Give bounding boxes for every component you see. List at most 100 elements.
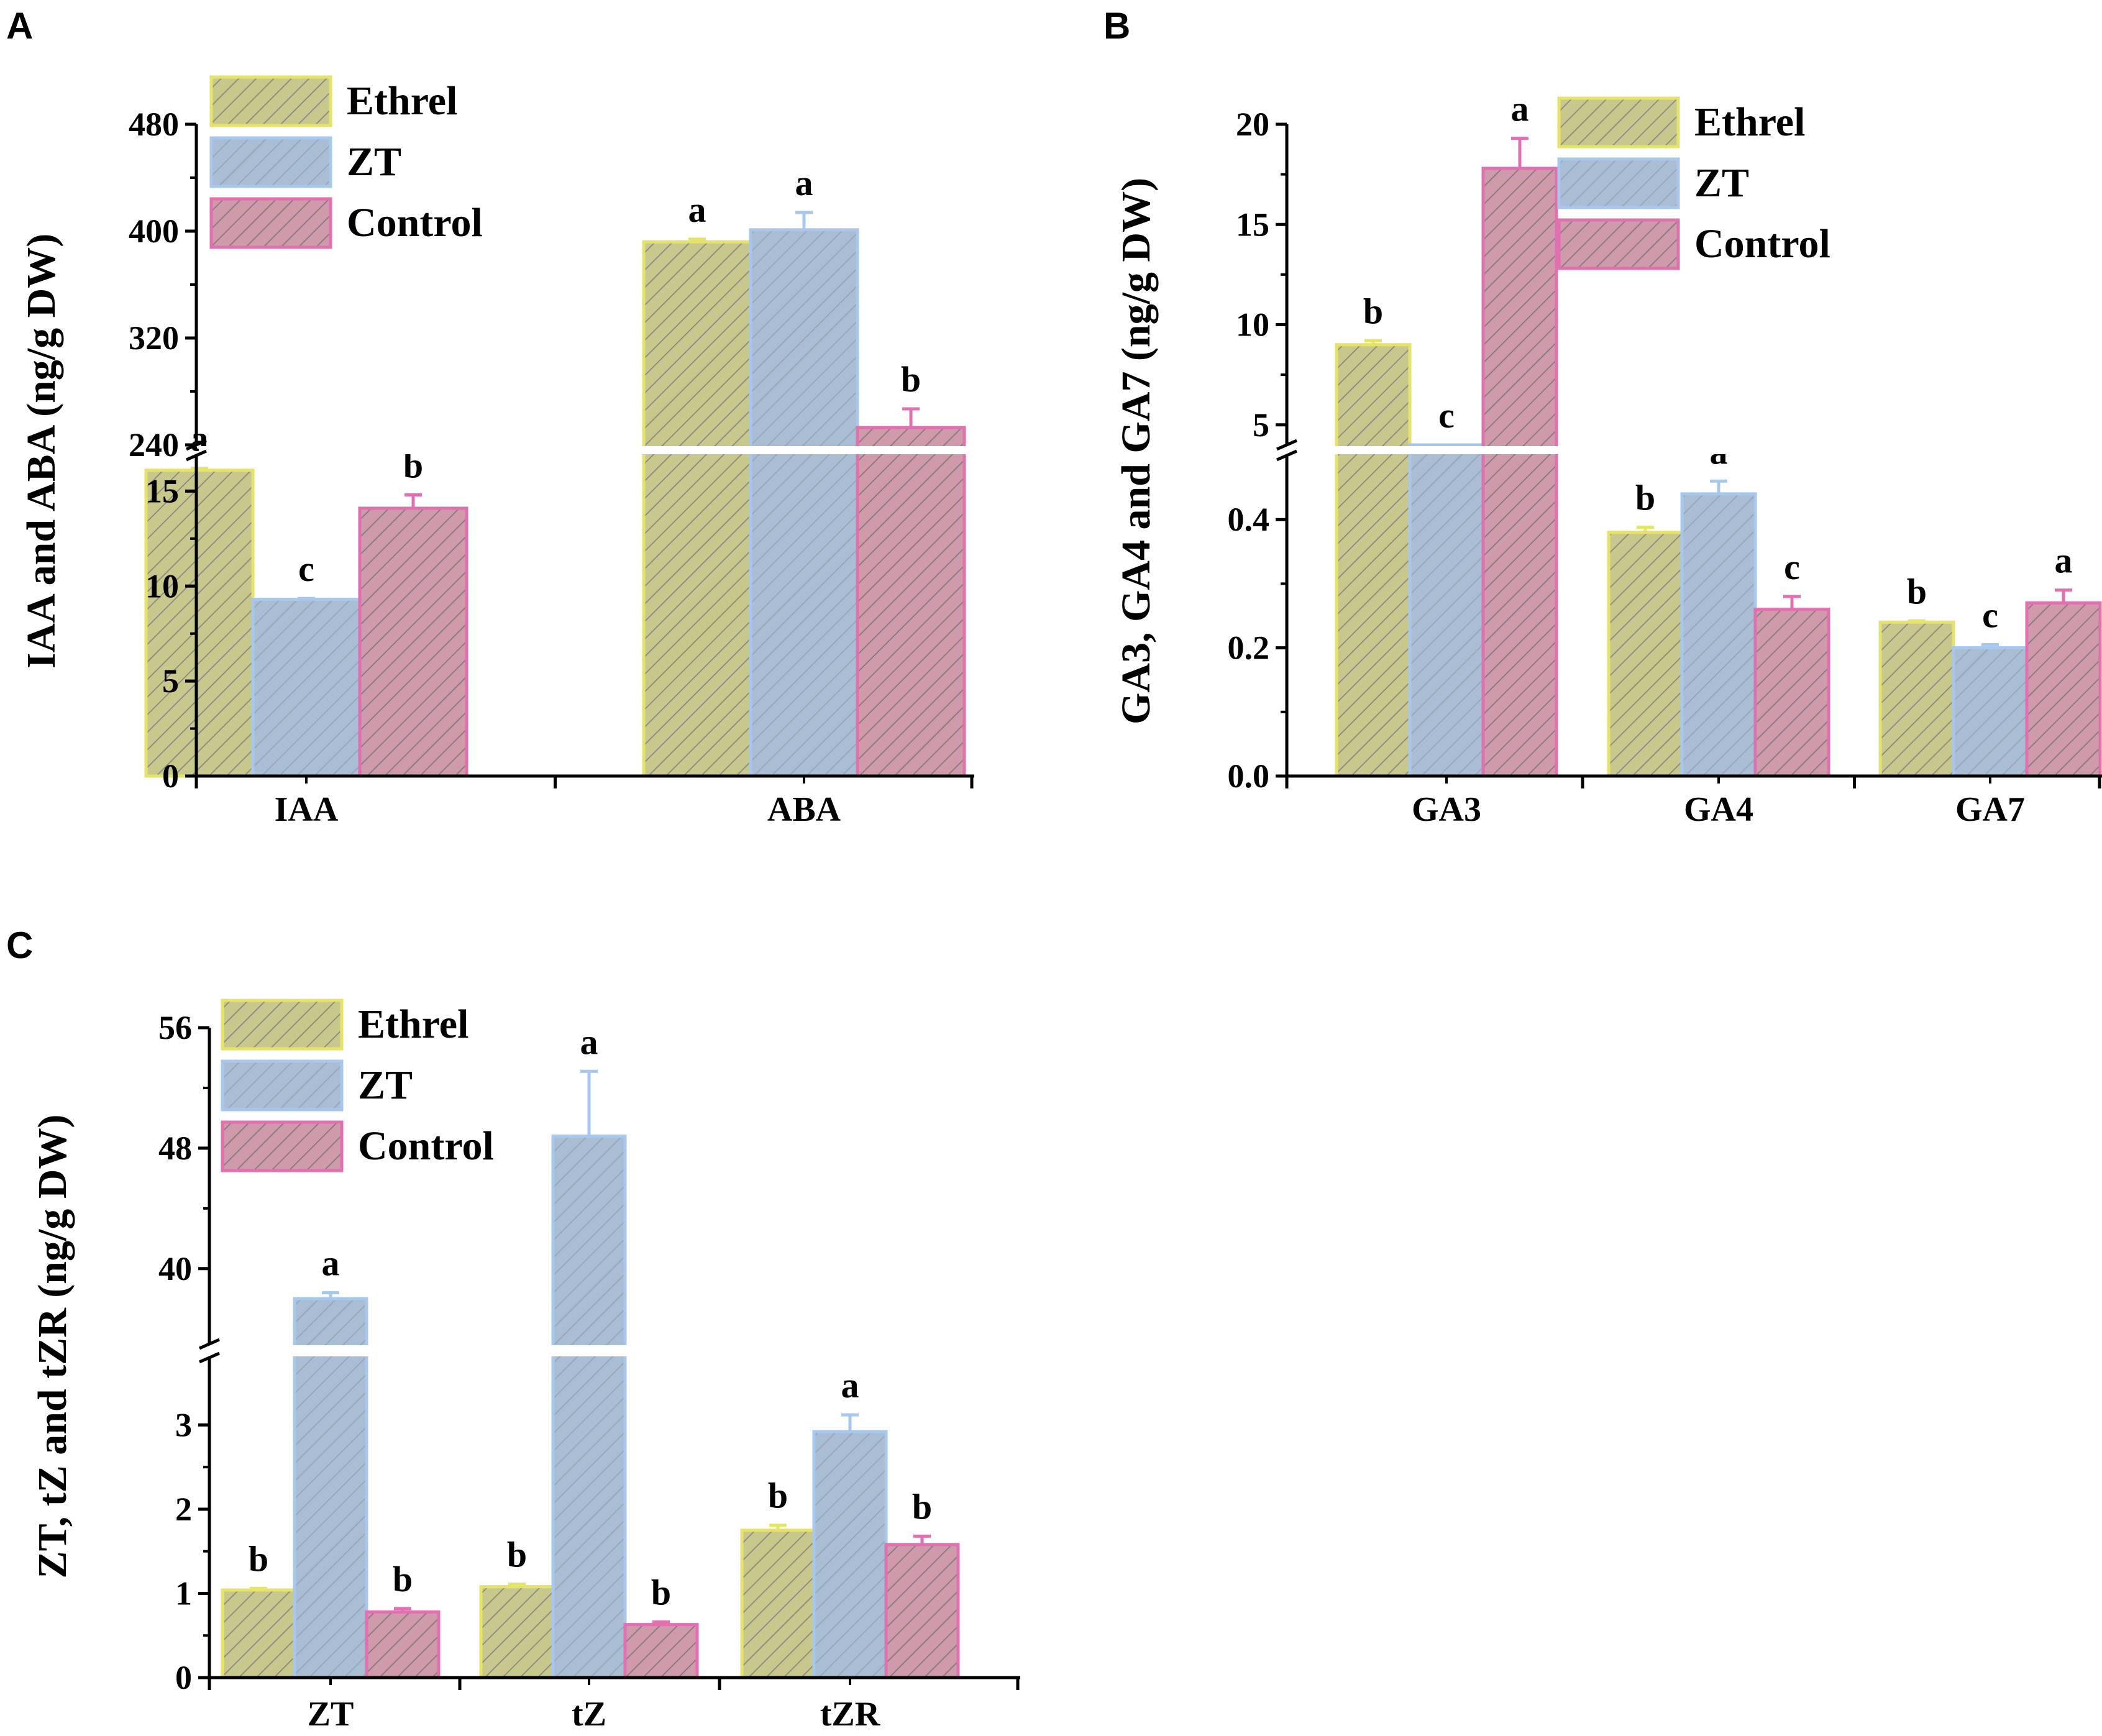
significance-letter-c-zt-ethrel: b [249, 1538, 268, 1579]
y-tick-label-upper: 320 [129, 319, 179, 357]
bar-b-ga3-control [1481, 167, 1558, 778]
axis-break-band [1289, 446, 2102, 454]
legend-label-control: Control [1694, 221, 1830, 267]
bar-a-aba-control [856, 426, 966, 778]
legend-swatch-control [221, 1120, 344, 1172]
legend-swatch-control [1557, 218, 1680, 270]
error-bar-b-ga7-control [2055, 588, 2072, 603]
significance-letter-b-ga3-zt: c [1438, 395, 1455, 436]
y-tick-label-upper: 48 [158, 1130, 192, 1167]
panel-a-y-axis-title: IAA and ABA (ng/g DW) [19, 234, 64, 669]
panel-c-y-axis-title: ZT, tZ and tZR (ng/g DW) [30, 1115, 75, 1579]
x-category-label-iaa: IAA [275, 790, 339, 829]
legend-label-control: Control [358, 1123, 494, 1169]
significance-letter-a-aba-ethrel: a [688, 190, 706, 230]
significance-letter-c-tzr-zt: a [841, 1365, 859, 1405]
y-tick-label-lower: 0.2 [1228, 629, 1270, 667]
bar-c-tz-control [623, 1623, 699, 1679]
panel-c-axes: 0 1 2 3 40 48 56 ZT tZ tZR [158, 1009, 1020, 1734]
bar-a-aba-zt [749, 228, 859, 778]
legend-label-zt: ZT [347, 139, 401, 185]
y-tick-label-upper: 10 [1236, 306, 1269, 344]
panel-a-axes: 0 5 10 15 240 320 400 480 IAA ABA [129, 106, 974, 829]
bar-c-tzr-ethrel [740, 1528, 816, 1679]
error-bar-b-ga3-ethrel [1364, 339, 1382, 345]
legend-label-ethrel: Ethrel [358, 1002, 468, 1047]
y-tick-label-lower: 2 [175, 1491, 192, 1528]
error-bar-c-tzr-ethrel [769, 1524, 787, 1530]
panel-b-y-axis-title: GA3, GA4 and GA7 (ng/g DW) [1113, 178, 1159, 724]
significance-letter-c-tzr-ethrel: b [768, 1476, 788, 1516]
y-tick-label-lower: 10 [145, 567, 179, 605]
legend-swatch-zt [209, 136, 332, 188]
x-category-label-tzr: tZR [820, 1695, 880, 1734]
y-tick-label-lower: 5 [162, 662, 179, 700]
legend-swatch-ethrel [209, 75, 332, 127]
y-tick-label-upper: 5 [1253, 406, 1269, 444]
legend-swatch-ethrel [221, 998, 344, 1051]
axis-break-band [199, 446, 974, 454]
bar-b-ga4-zt [1680, 492, 1757, 778]
error-bar-a-iaa-zt [298, 596, 315, 600]
bar-b-ga3-ethrel [1335, 343, 1412, 778]
bar-b-ga4-control [1753, 608, 1830, 778]
error-bar-a-aba-zt [795, 211, 813, 230]
y-tick-label-lower: 0.0 [1228, 757, 1270, 795]
bar-c-zt-ethrel [221, 1588, 296, 1679]
x-category-label-zt: ZT [308, 1695, 354, 1734]
bar-a-iaa-control [358, 506, 468, 778]
significance-letter-c-tz-zt: a [580, 1021, 598, 1062]
legend-label-zt: ZT [358, 1062, 413, 1108]
panel-c-chart: C ZT, tZ and tZR (ng/g DW) b a b b a b b a b 0 1 2… [6, 925, 1020, 1734]
bar-a-iaa-ethrel [144, 468, 255, 778]
error-bar-c-tz-zt [580, 1069, 598, 1136]
legend-swatch-zt [1557, 157, 1680, 209]
error-bar-a-iaa-control [404, 493, 422, 508]
bar-a-iaa-zt [251, 598, 362, 778]
y-tick-label-lower: 3 [175, 1406, 192, 1443]
y-tick-label-upper: 40 [158, 1250, 192, 1287]
significance-letter-a-aba-zt: a [795, 163, 813, 203]
y-tick-label-upper: 240 [129, 426, 179, 464]
panel-c-legend: Ethrel ZT Control [221, 998, 494, 1172]
legend-label-zt: ZT [1694, 160, 1749, 206]
error-bar-b-ga4-zt [1710, 479, 1727, 494]
y-tick-label-lower: 0 [175, 1659, 192, 1696]
error-bar-b-ga7-ethrel [1908, 619, 1926, 623]
error-bar-a-aba-ethrel [688, 237, 706, 242]
legend-swatch-zt [221, 1059, 344, 1112]
axis-break-mark [185, 449, 208, 462]
error-bar-c-tzr-control [913, 1534, 931, 1545]
panel-a-legend: Ethrel ZT Control [209, 75, 483, 249]
bar-c-tzr-control [884, 1543, 960, 1679]
x-category-label-aba: ABA [767, 790, 841, 829]
panel-b-legend: Ethrel ZT Control [1557, 96, 1830, 270]
bar-c-zt-zt [293, 1297, 368, 1679]
panel-c-bars: b a b b a b b a b [212, 1021, 1020, 1679]
y-tick-label-upper: 480 [129, 106, 179, 143]
panel-b-bars: bcabacbca [1289, 89, 2102, 778]
axis-break-mark [198, 1351, 221, 1364]
significance-letter-b-ga3-control: a [1511, 89, 1529, 129]
significance-letter-c-zt-zt: a [322, 1243, 340, 1284]
bar-b-ga7-zt [1952, 646, 2029, 778]
bar-b-ga4-ethrel [1607, 531, 1684, 778]
bar-b-ga3-zt [1408, 443, 1485, 778]
significance-letter-b-ga7-zt: c [1982, 595, 1998, 635]
y-tick-label-lower: 15 [145, 472, 179, 509]
x-category-label-ga7: GA7 [1955, 790, 2025, 829]
legend-swatch-control [209, 197, 332, 249]
axis-break-mark [1276, 439, 1298, 451]
error-bar-b-ga7-zt [1981, 642, 1999, 648]
bar-a-aba-ethrel [642, 240, 752, 778]
y-tick-label-upper: 400 [129, 212, 179, 250]
axis-break-mark [1276, 449, 1298, 462]
axis-break-mark [198, 1338, 221, 1350]
y-tick-label-lower: 0.4 [1228, 501, 1270, 538]
significance-letter-a-aba-control: b [901, 359, 921, 400]
significance-letter-c-tzr-control: b [912, 1486, 932, 1527]
significance-letter-b-ga4-control: c [1784, 547, 1800, 587]
error-bar-a-aba-control [902, 407, 920, 428]
significance-letter-b-ga4-ethrel: b [1635, 478, 1655, 518]
